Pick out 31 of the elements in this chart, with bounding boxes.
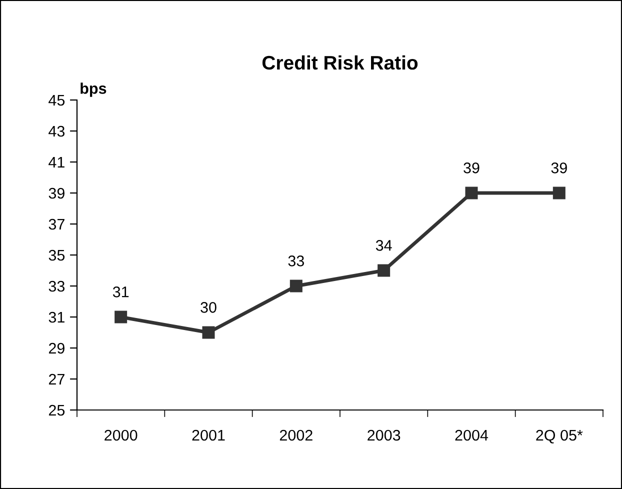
- point: [378, 264, 390, 277]
- y-tick-label: 33: [48, 280, 65, 292]
- x-tick-label: 2002: [280, 430, 312, 441]
- y-tick-label: 41: [48, 157, 64, 168]
- data-label: 31: [112, 286, 129, 298]
- data-label: 34: [376, 240, 392, 251]
- y-tick-label: 35: [48, 250, 65, 261]
- data-label: 39: [464, 162, 480, 174]
- y-tick-label: 29: [48, 342, 64, 354]
- y-tick-label: 37: [48, 218, 64, 230]
- x-tick-label: 2003: [368, 430, 400, 441]
- point: [465, 186, 478, 200]
- y-tick-label: 45: [48, 95, 65, 106]
- point: [552, 186, 566, 200]
- y-axis-title: bps: [80, 82, 106, 97]
- x-tick-label: 2000: [104, 430, 138, 441]
- x-tick-label: 2Q 05*: [536, 430, 583, 444]
- y-tick-label: 25: [48, 404, 65, 416]
- x-tick-label: 2001: [192, 430, 225, 441]
- point: [290, 280, 302, 292]
- y-tick-label: 31: [48, 312, 64, 323]
- point: [202, 326, 215, 339]
- data-label: 33: [288, 255, 304, 266]
- point: [114, 310, 128, 324]
- y-tick-label: 27: [48, 374, 64, 385]
- y-tick-label: 43: [48, 126, 65, 137]
- data-label: 39: [551, 162, 567, 174]
- x-tick-label: 2004: [455, 430, 488, 441]
- chart-title: Credit Risk Ratio: [262, 55, 418, 70]
- data-label: 30: [200, 302, 216, 313]
- y-tick-label: 39: [48, 188, 64, 199]
